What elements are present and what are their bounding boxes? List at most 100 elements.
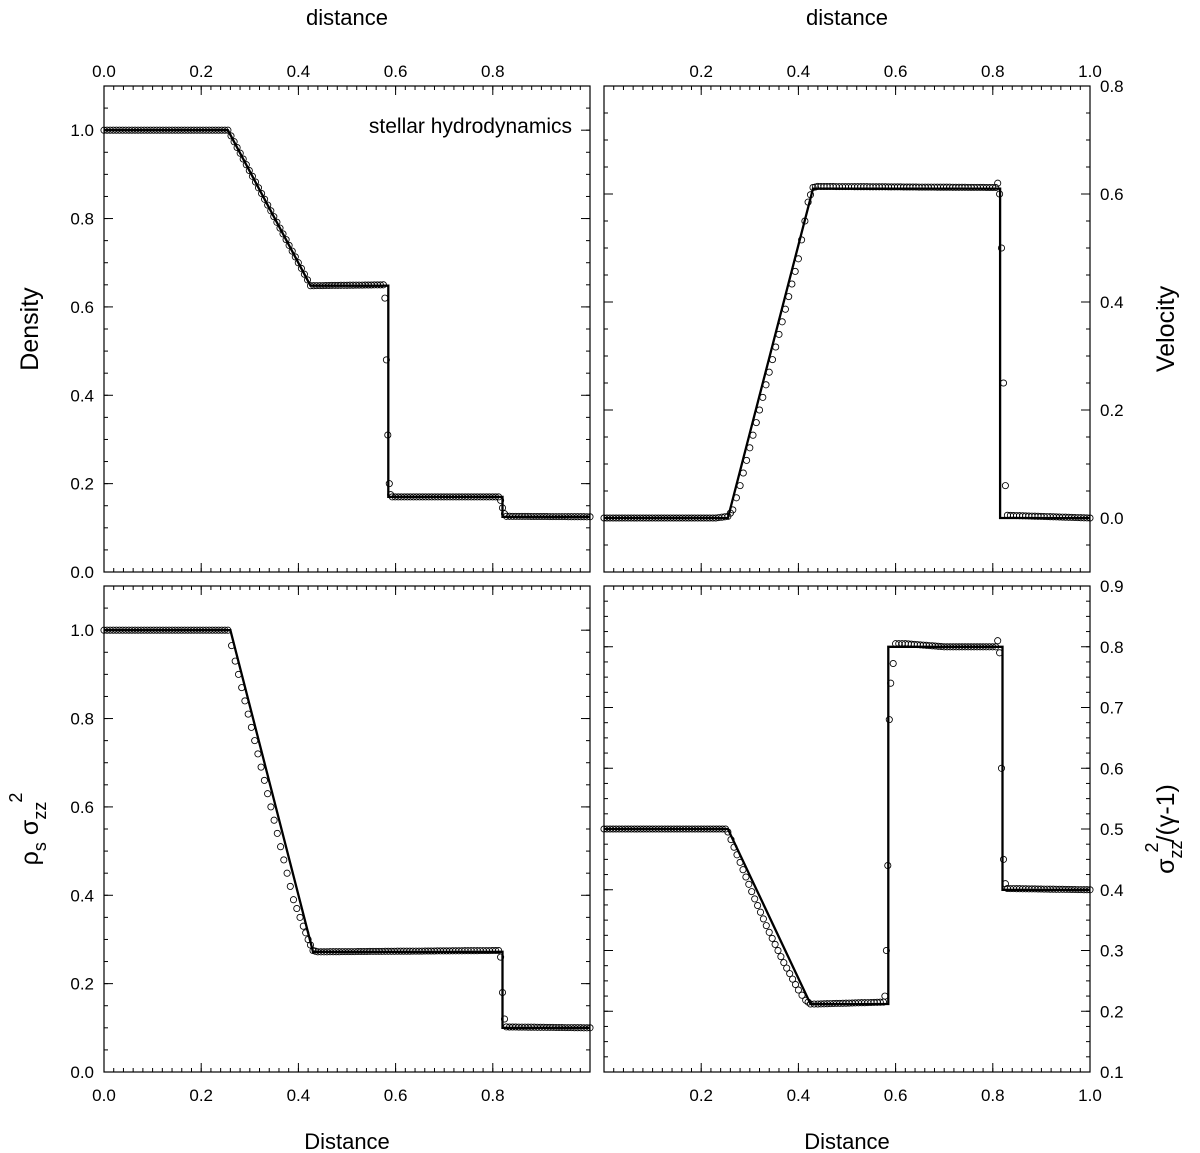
y-axis-label-sub-s: s <box>30 842 50 851</box>
y-tick-label: 0.2 <box>70 475 94 494</box>
y-tick-label: 0.6 <box>70 798 94 817</box>
simulation-point <box>280 856 288 864</box>
y-axis-label-sup-2: 2 <box>1142 842 1162 852</box>
simulation-point <box>739 469 747 477</box>
energy-panel: 0.2 0.4 0.6 0.8 1.0 0.1 0.2 0.3 0.4 0.5 0.6 0.7 0.8 0… <box>600 577 1186 1105</box>
simulation-point <box>267 803 275 811</box>
simulation-point <box>293 904 301 913</box>
simulation-point <box>752 419 760 427</box>
simulation-point <box>884 861 892 870</box>
y-axis-label-sup-2: 2 <box>6 793 26 803</box>
x-tick-label: 0.4 <box>787 1086 811 1105</box>
simulation-point <box>802 996 810 1004</box>
y-tick-label: 0.0 <box>1100 509 1124 528</box>
simulation-point <box>804 998 812 1006</box>
simulation-point <box>765 368 773 376</box>
y-tick-label: 0.4 <box>70 386 94 405</box>
simulation-point <box>743 456 751 464</box>
simulation-point <box>751 895 759 903</box>
simulation-point <box>1001 482 1009 490</box>
simulation-point <box>300 270 308 278</box>
simulation-point <box>242 161 250 169</box>
simulation-point <box>385 480 393 488</box>
simulation-point <box>794 255 802 263</box>
simulation-point <box>261 195 269 203</box>
simulation-point <box>1083 886 1091 894</box>
simulation-point <box>768 934 776 942</box>
y-tick-label: 0.0 <box>70 1063 94 1082</box>
y-axis-label-sigma: σ <box>16 819 44 835</box>
simulation-point <box>244 710 252 718</box>
simulation-point <box>279 230 287 238</box>
simulation-point <box>809 183 817 192</box>
x-tick-label: 0.6 <box>884 62 908 81</box>
y-tick-label: 0.8 <box>1100 77 1124 96</box>
y-tick-label: 0.2 <box>1100 1002 1124 1021</box>
simulation-point <box>379 281 387 289</box>
simulation-point <box>227 132 235 140</box>
simulation-point <box>876 998 884 1006</box>
simulation-point <box>724 828 732 836</box>
simulation-point <box>887 679 895 687</box>
plot-frame <box>103 585 591 1073</box>
simulation-point <box>806 1000 815 1008</box>
simulation-point <box>885 716 893 724</box>
y-axis-label: ρsσzz 2 <box>6 793 50 866</box>
simulation-point <box>765 928 773 936</box>
simulation-point <box>759 393 767 401</box>
simulation-point <box>999 855 1008 863</box>
x-tick-label: 0.8 <box>481 1086 505 1105</box>
simulation-point <box>497 953 505 961</box>
simulation-point <box>382 356 390 364</box>
simulation-point <box>999 379 1008 387</box>
density-panel: 0.0 0.2 0.4 0.6 0.8 0.0 0.2 0.4 0.6 0.8 1.0 Density… <box>16 62 594 582</box>
simulation-point <box>730 843 738 851</box>
bottom-xlabel-right: Distance <box>804 1129 890 1153</box>
simulation-point <box>736 858 744 866</box>
simulation-point <box>583 513 591 521</box>
y-axis-label-sub-zz: zz <box>30 802 50 820</box>
simulation-point <box>286 882 294 890</box>
simulation-point <box>231 657 239 665</box>
simulation-point <box>755 406 764 414</box>
y-tick-label: 0.7 <box>1100 699 1124 718</box>
simulation-point <box>277 843 285 851</box>
simulation-point <box>733 851 741 859</box>
y-axis-label-sub-zz: zz <box>1166 840 1186 858</box>
y-tick-label: 0.8 <box>70 710 94 729</box>
y-axis-label: σzz 2/(γ-1) <box>1142 784 1186 874</box>
top-xlabel-left: distance <box>306 5 388 30</box>
x-tick-label: 0.4 <box>287 62 311 81</box>
simulation-point <box>239 155 247 163</box>
x-tick-label: 0.2 <box>689 62 713 81</box>
x-tick-label: 0.4 <box>787 62 811 81</box>
simulation-point <box>497 496 505 504</box>
simulation-point <box>729 506 737 514</box>
simulation-point <box>749 431 757 439</box>
simulation-point <box>739 866 747 874</box>
simulation-point <box>251 178 260 186</box>
simulation-point <box>258 189 266 198</box>
x-tick-label: 0.2 <box>689 1086 713 1105</box>
simulation-point <box>756 908 765 916</box>
simulation-point <box>775 330 783 338</box>
simulation-point <box>230 138 238 146</box>
simulation-point <box>267 207 275 215</box>
simulation-point <box>236 149 244 157</box>
simulation-point <box>495 493 503 501</box>
simulation-point <box>248 172 256 180</box>
simulation-point <box>297 264 305 272</box>
simulation-point <box>781 305 789 313</box>
simulation-point <box>224 626 232 634</box>
simulation-point <box>989 183 997 192</box>
y-tick-label: 1.0 <box>70 621 94 640</box>
simulation-point <box>786 970 794 978</box>
simulation-point <box>264 201 272 209</box>
simulation-point <box>778 318 786 326</box>
y-tick-label: 0.8 <box>1100 638 1124 657</box>
y-tick-label: 0.8 <box>70 210 94 229</box>
y-tick-label: 0.6 <box>1100 759 1124 778</box>
simulation-point <box>299 922 307 930</box>
simulation-point <box>1086 514 1094 522</box>
